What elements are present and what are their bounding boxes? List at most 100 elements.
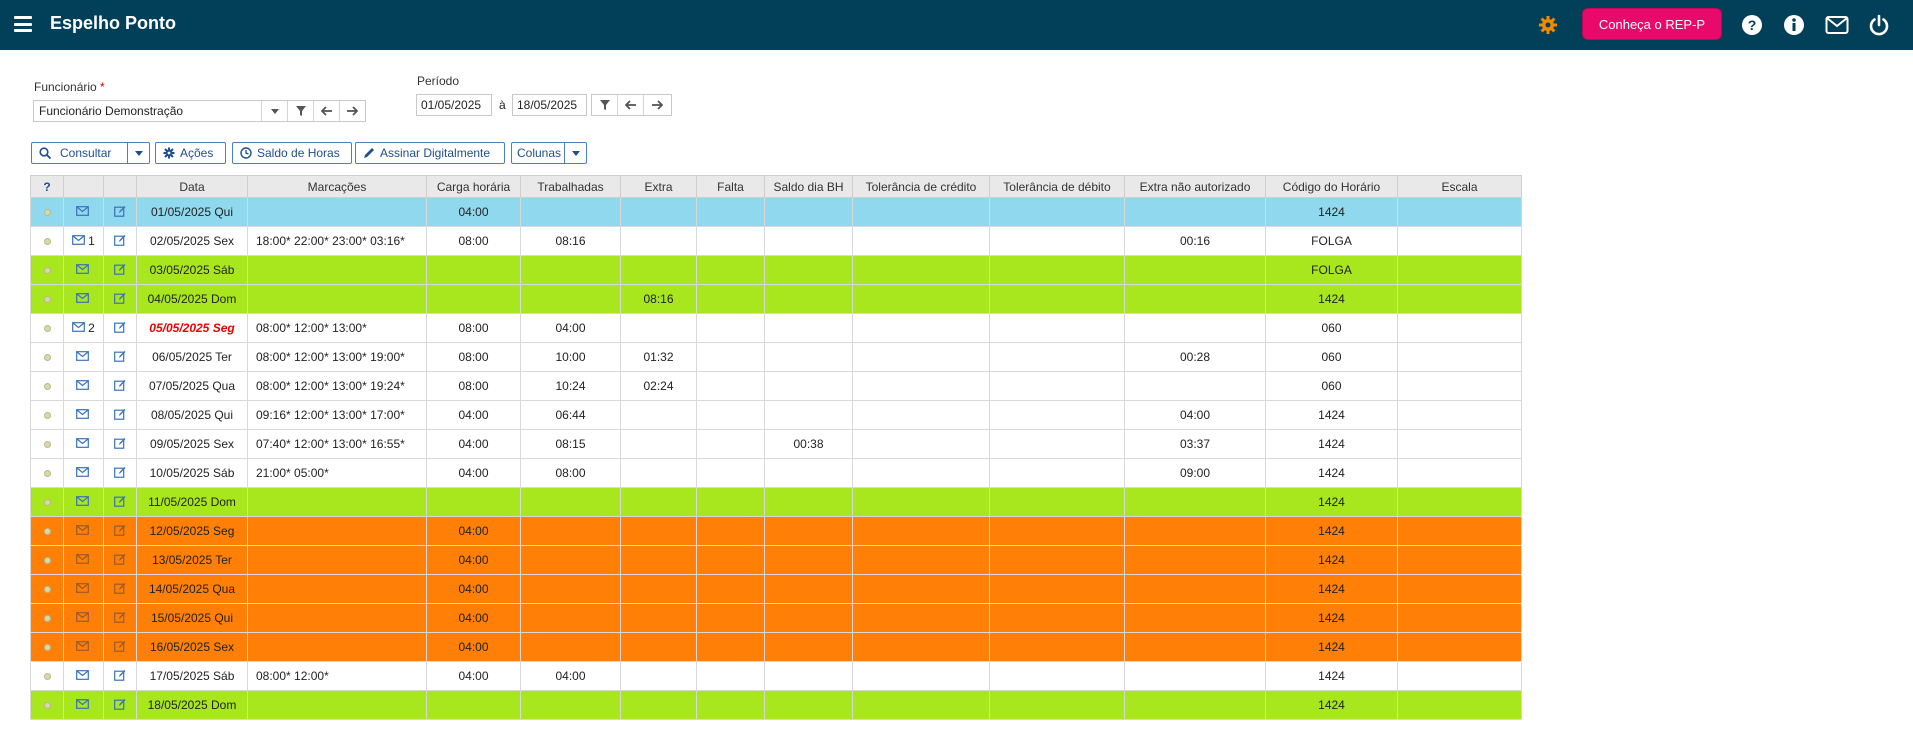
mail-icon[interactable] [75, 351, 89, 361]
column-header-tol-credito[interactable]: Tolerância de crédito [852, 175, 990, 198]
mail-icon[interactable] [75, 554, 89, 564]
mail-icon[interactable] [72, 235, 86, 245]
table-row[interactable]: 09/05/2025 Sex 07:40* 12:00* 13:00* 16:55… [30, 429, 1522, 459]
edit-icon[interactable] [114, 669, 126, 681]
edit-icon[interactable] [114, 379, 126, 391]
table-row[interactable]: 07/05/2025 Qua 08:00* 12:00* 13:00* 19:24… [30, 371, 1522, 401]
edit-icon[interactable] [114, 205, 126, 217]
table-row[interactable]: 2 05/05/2025 Seg 08:00* 12:00* 13:00* 08:00… [30, 313, 1522, 343]
mail-icon[interactable] [75, 641, 89, 651]
chevron-down-icon[interactable] [261, 101, 287, 121]
edit-cell[interactable] [103, 603, 137, 633]
saldo-horas-button[interactable]: Saldo de Horas [232, 142, 352, 164]
message-cell[interactable]: 1 [63, 226, 104, 256]
message-cell[interactable] [63, 516, 104, 546]
message-cell[interactable] [63, 255, 104, 285]
edit-cell[interactable] [103, 255, 137, 285]
edit-cell[interactable] [103, 400, 137, 430]
edit-icon[interactable] [114, 698, 126, 710]
acoes-button[interactable]: Ações [155, 142, 226, 164]
mail-icon[interactable] [75, 206, 89, 216]
table-row[interactable]: 11/05/2025 Dom 1424 [30, 487, 1522, 517]
table-row[interactable]: 14/05/2025 Qua 04:00 1424 [30, 574, 1522, 604]
column-header-tol-debito[interactable]: Tolerância de débito [989, 175, 1125, 198]
edit-icon[interactable] [114, 495, 126, 507]
message-cell[interactable] [63, 429, 104, 459]
table-row[interactable]: 16/05/2025 Sex 04:00 1424 [30, 632, 1522, 662]
message-cell[interactable] [63, 487, 104, 517]
assinar-digitalmente-button[interactable]: Assinar Digitalmente [355, 142, 505, 164]
mail-icon[interactable] [75, 467, 89, 477]
edit-icon[interactable] [114, 640, 126, 652]
message-cell[interactable] [63, 632, 104, 662]
column-header-data[interactable]: Data [136, 175, 248, 198]
filter-icon[interactable] [287, 101, 313, 121]
edit-cell[interactable] [103, 516, 137, 546]
edit-cell[interactable] [103, 661, 137, 691]
gear-icon[interactable] [1538, 15, 1558, 35]
edit-cell[interactable] [103, 342, 137, 372]
edit-cell[interactable] [103, 197, 137, 227]
power-icon[interactable] [1867, 13, 1891, 37]
table-row[interactable]: 1 02/05/2025 Sex 18:00* 22:00* 23:00* 03:1… [30, 226, 1522, 256]
funcionario-select[interactable]: Funcionário Demonstração [33, 100, 366, 122]
message-cell[interactable] [63, 690, 104, 720]
column-header-trabalhadas[interactable]: Trabalhadas [520, 175, 621, 198]
edit-cell[interactable] [103, 284, 137, 314]
table-row[interactable]: 04/05/2025 Dom 08:16 1424 [30, 284, 1522, 314]
table-row[interactable]: 13/05/2025 Ter 04:00 1424 [30, 545, 1522, 575]
edit-cell[interactable] [103, 487, 137, 517]
edit-cell[interactable] [103, 371, 137, 401]
table-row[interactable]: 01/05/2025 Qui 04:00 1424 [30, 197, 1522, 227]
help-column-header[interactable]: ? [30, 175, 64, 198]
mail-icon[interactable] [75, 670, 89, 680]
edit-icon[interactable] [114, 524, 126, 536]
edit-cell[interactable] [103, 226, 137, 256]
table-row[interactable]: 18/05/2025 Dom 1424 [30, 690, 1522, 720]
column-header-carga[interactable]: Carga horária [426, 175, 521, 198]
table-row[interactable]: 08/05/2025 Qui 09:16* 12:00* 13:00* 17:00… [30, 400, 1522, 430]
arrow-right-icon[interactable] [339, 101, 365, 121]
mail-icon[interactable] [75, 699, 89, 709]
column-header-escala[interactable]: Escala [1397, 175, 1522, 198]
chevron-down-icon[interactable] [564, 143, 586, 163]
edit-icon[interactable] [114, 234, 126, 246]
edit-icon[interactable] [114, 466, 126, 478]
date-from-input[interactable]: 01/05/2025 [416, 94, 492, 116]
message-cell[interactable] [63, 545, 104, 575]
edit-cell[interactable] [103, 574, 137, 604]
column-header-marcacoes[interactable]: Marcações [247, 175, 427, 198]
chevron-down-icon[interactable] [127, 143, 149, 163]
edit-icon[interactable] [114, 263, 126, 275]
message-cell[interactable] [63, 371, 104, 401]
mail-icon[interactable] [75, 525, 89, 535]
table-row[interactable]: 15/05/2025 Qui 04:00 1424 [30, 603, 1522, 633]
arrow-right-icon[interactable] [644, 95, 670, 115]
mail-icon[interactable] [75, 438, 89, 448]
edit-icon[interactable] [114, 437, 126, 449]
edit-cell[interactable] [103, 313, 137, 343]
mail-icon[interactable] [75, 264, 89, 274]
table-row[interactable]: 03/05/2025 Sáb FOLGA [30, 255, 1522, 285]
edit-cell[interactable] [103, 429, 137, 459]
edit-icon[interactable] [114, 408, 126, 420]
message-cell[interactable] [63, 574, 104, 604]
edit-icon[interactable] [114, 582, 126, 594]
edit-icon[interactable] [114, 553, 126, 565]
message-cell[interactable] [63, 458, 104, 488]
mail-icon[interactable] [75, 380, 89, 390]
message-cell[interactable]: 2 [63, 313, 104, 343]
message-cell[interactable] [63, 603, 104, 633]
arrow-left-icon[interactable] [313, 101, 339, 121]
edit-icon[interactable] [114, 611, 126, 623]
edit-cell[interactable] [103, 458, 137, 488]
edit-icon[interactable] [114, 350, 126, 362]
column-header-falta[interactable]: Falta [696, 175, 765, 198]
table-row[interactable]: 17/05/2025 Sáb 08:00* 12:00* 04:00 04:00 142… [30, 661, 1522, 691]
message-cell[interactable] [63, 284, 104, 314]
rep-p-button[interactable]: Conheça o REP-P [1582, 8, 1722, 40]
mail-icon[interactable] [75, 583, 89, 593]
column-header-saldo-bh[interactable]: Saldo dia BH [764, 175, 853, 198]
edit-cell[interactable] [103, 632, 137, 662]
edit-cell[interactable] [103, 545, 137, 575]
